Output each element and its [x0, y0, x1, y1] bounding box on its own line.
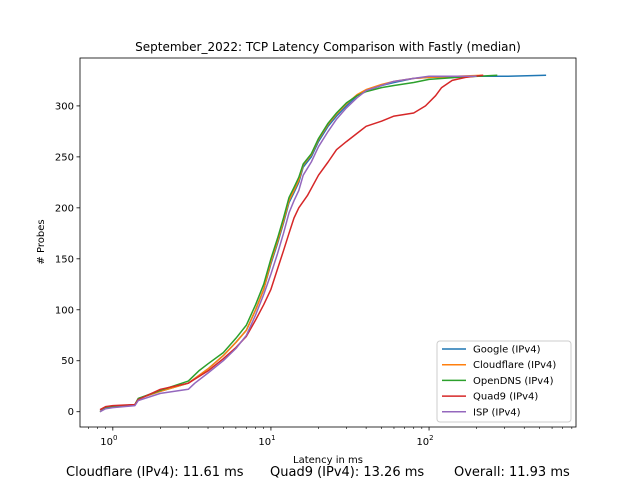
series-line-quad9-ipv4 [99, 74, 484, 411]
legend-label: ISP (IPv4) [473, 407, 521, 418]
y-tick-label: 200 [55, 203, 74, 214]
summary-footer: Cloudflare (IPv4): 11.61 ms Quad9 (IPv4)… [0, 465, 640, 481]
plot-frame [79, 57, 577, 428]
overall-median-text: Overall: 11.93 ms [454, 465, 570, 480]
y-tick-label: 300 [55, 101, 74, 112]
y-tick-label: 0 [68, 407, 74, 418]
series-line-cloudflare-ipv4 [99, 74, 484, 413]
legend-label: Quad9 (IPv4) [473, 392, 538, 403]
cloudflare-median-text: Cloudflare (IPv4): 11.61 ms [66, 465, 244, 480]
legend-box [436, 340, 572, 423]
legend-label: OpenDNS (IPv4) [473, 376, 554, 387]
legend-label: Cloudflare (IPv4) [473, 360, 556, 371]
x-axis: 100 101 102 [88, 427, 573, 448]
x-tick-label: 102 [416, 434, 433, 448]
quad9-median-text: Quad9 (IPv4): 13.26 ms [270, 465, 425, 480]
y-axis-label: # Probes [36, 219, 47, 264]
y-axis: 0 50 100 150 200 250 300 [55, 101, 80, 418]
x-axis-label: Latency in ms [293, 455, 363, 465]
chart-title: September_2022: TCP Latency Comparison w… [135, 40, 521, 54]
legend-label: Google (IPv4) [473, 345, 541, 356]
plot-area [99, 74, 547, 413]
y-tick-label: 100 [55, 305, 74, 316]
chart: September_2022: TCP Latency Comparison w… [36, 40, 577, 465]
series-line-isp-ipv4 [99, 75, 477, 413]
y-tick-label: 150 [55, 254, 74, 265]
legend: Google (IPv4) Cloudflare (IPv4) OpenDNS (I… [436, 340, 572, 423]
y-tick-label: 250 [55, 152, 74, 163]
x-tick-label: 101 [258, 434, 275, 448]
y-tick-label: 50 [61, 356, 74, 367]
x-tick-label: 100 [100, 434, 117, 448]
